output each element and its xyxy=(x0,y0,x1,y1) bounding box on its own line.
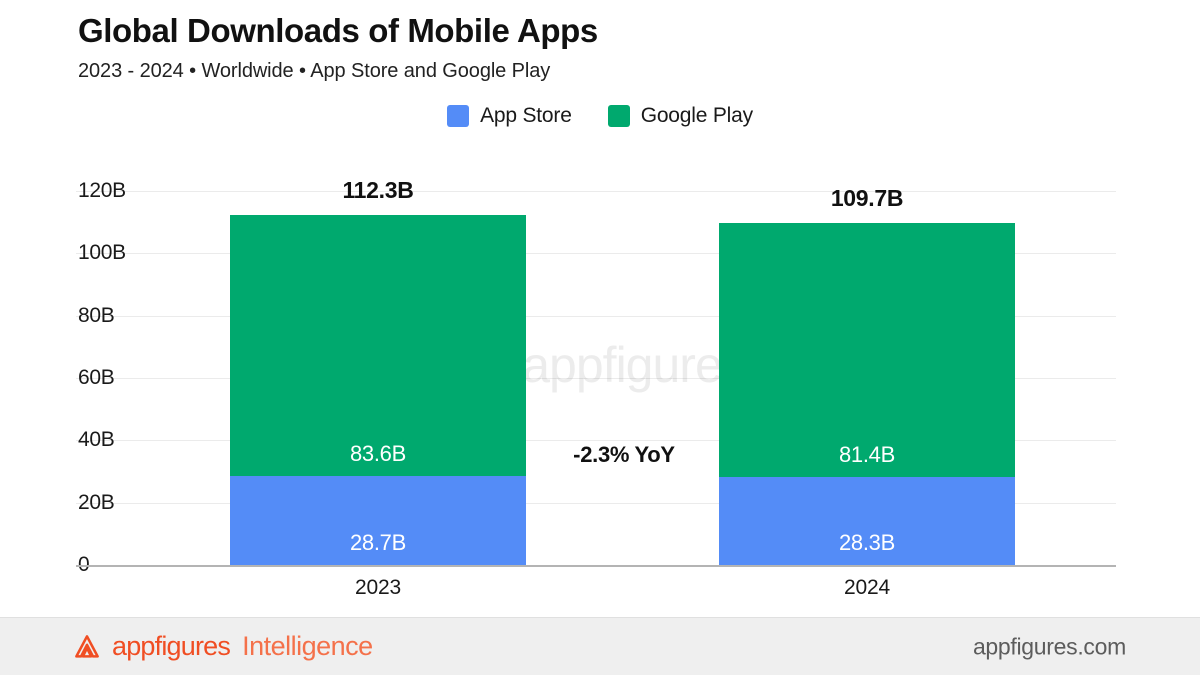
appfigures-logo-mark-icon xyxy=(75,634,99,658)
yoy-annotation: -2.3% YoY xyxy=(573,442,675,467)
bar-segment-app-store[interactable]: 28.3B xyxy=(719,476,1015,565)
y-axis-tick-label: 80B xyxy=(78,303,115,327)
footer-bar: appfigures Intelligence appfigures.com xyxy=(0,617,1200,675)
gridline xyxy=(76,502,1116,504)
bar-segment-value-label: 28.3B xyxy=(839,529,895,555)
footer-url: appfigures.com xyxy=(972,633,1126,659)
bar-segment-value-label: 28.7B xyxy=(350,529,406,555)
y-axis-tick-label: 120B xyxy=(78,179,126,202)
bar-segment-value-label: 81.4B xyxy=(839,441,895,467)
bar-segment-google-play[interactable]: 83.6B xyxy=(230,214,526,476)
legend-swatch-google-play xyxy=(607,105,630,127)
watermark: appfigures xyxy=(0,338,1200,392)
chart-title: Global Downloads of Mobile Apps xyxy=(78,12,598,49)
x-axis-line xyxy=(76,565,1116,567)
gridline xyxy=(76,378,1116,379)
bar-group-2023[interactable]: 112.3B 28.7B 83.6B 2023 xyxy=(230,0,526,620)
legend-swatch-app-store xyxy=(447,105,470,127)
x-axis-category-label: 2024 xyxy=(844,576,890,599)
legend-label-google-play: Google Play xyxy=(640,104,753,127)
y-axis-tick-label: 100B xyxy=(78,241,126,265)
chart-legend: App Store Google Play xyxy=(0,104,1200,128)
legend-item-google-play[interactable]: Google Play xyxy=(607,104,753,128)
bar-total-label: 112.3B xyxy=(342,176,414,203)
gridline xyxy=(76,315,1116,317)
footer-brand-name: appfigures xyxy=(112,631,231,661)
x-axis-category-label: 2023 xyxy=(355,576,401,599)
bar-segment-value-label: 83.6B xyxy=(350,440,406,466)
y-axis-tick-label: 0 xyxy=(78,553,90,577)
gridline xyxy=(76,191,1116,192)
footer-brand[interactable]: appfigures Intelligence xyxy=(72,632,373,662)
bar-group-2024[interactable]: 109.7B 28.3B 81.4B 2024 xyxy=(719,0,1015,620)
plot-area: 120B 100B 80B 60B 40B 20B 0 appfigures 112.3B 2… xyxy=(0,0,1200,620)
watermark-text: appfigures xyxy=(522,337,746,393)
y-axis-tick-label: 60B xyxy=(78,366,115,389)
footer-product-name: Intelligence xyxy=(242,631,373,661)
legend-item-app-store[interactable]: App Store xyxy=(447,104,572,128)
bar-segment-google-play[interactable]: 81.4B xyxy=(719,223,1015,477)
chart-header: Global Downloads of Mobile Apps 2023 - 2… xyxy=(78,12,1128,83)
y-axis-tick-label: 20B xyxy=(78,490,115,514)
bar-segment-app-store[interactable]: 28.7B xyxy=(230,475,526,565)
gridline xyxy=(76,440,1116,442)
y-axis-tick-label: 40B xyxy=(78,428,115,452)
chart-subtitle: 2023 - 2024 • Worldwide • App Store and … xyxy=(78,59,551,82)
legend-label-app-store: App Store xyxy=(480,104,572,127)
gridline xyxy=(76,253,1116,255)
bar-total-label: 109.7B xyxy=(830,185,904,212)
